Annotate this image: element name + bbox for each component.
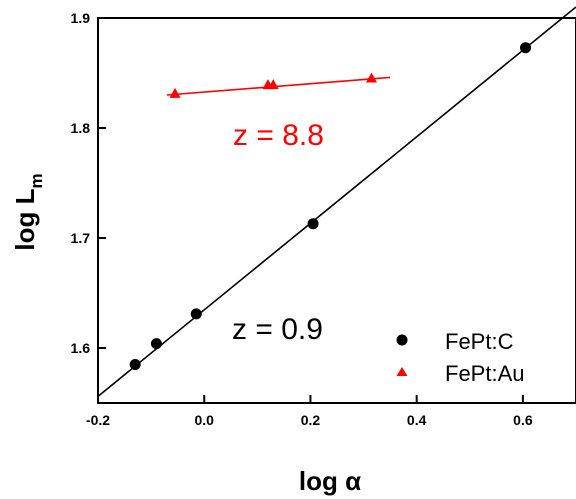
data-point-fept-au [169,87,181,98]
y-axis-label-subscript: m [27,173,46,188]
data-point-fept-au [267,79,279,90]
fit-lines [97,6,576,398]
y-tick-label: 1.9 [71,10,91,26]
x-tick-label: 0.4 [407,412,427,428]
data-point-fept-c [307,218,319,230]
annotation-c-slope: z = 0.9 [232,313,323,346]
legend-label-fept-au: FePt:Au [445,361,524,386]
fit-line-fept-au [166,76,391,96]
plot-area-frame [97,17,576,404]
legend-marker-fept-au [396,367,408,376]
fit-line-fept-c [97,6,576,398]
y-tick-label: 1.8 [71,120,91,136]
x-tick-label: 0.6 [513,412,533,428]
data-markers [129,42,532,370]
data-point-fept-c [520,42,532,54]
data-point-fept-c [150,338,162,350]
x-tick-label: 0.2 [301,412,321,428]
data-point-fept-au [366,72,378,83]
legend-marker-fept-c [396,334,408,346]
y-axis-label-main: log L [10,188,40,250]
x-tick-label: -0.2 [86,412,110,428]
x-tick-label: 0.0 [194,412,214,428]
legend: FePt:C FePt:Au [396,329,524,386]
y-tick-label: 1.7 [71,230,91,246]
y-axis-label: log Lm [10,173,46,250]
axis-ticks: -0.2 0.0 0.2 0.4 0.6 1.6 1.7 1.8 1.9 [71,10,533,428]
legend-label-fept-c: FePt:C [445,329,514,354]
annotation-au-slope: z = 8.8 [233,119,324,152]
data-point-fept-c [129,359,141,370]
x-axis-label: log α [299,466,361,496]
data-point-fept-c [190,308,202,320]
y-tick-label: 1.6 [71,340,91,356]
